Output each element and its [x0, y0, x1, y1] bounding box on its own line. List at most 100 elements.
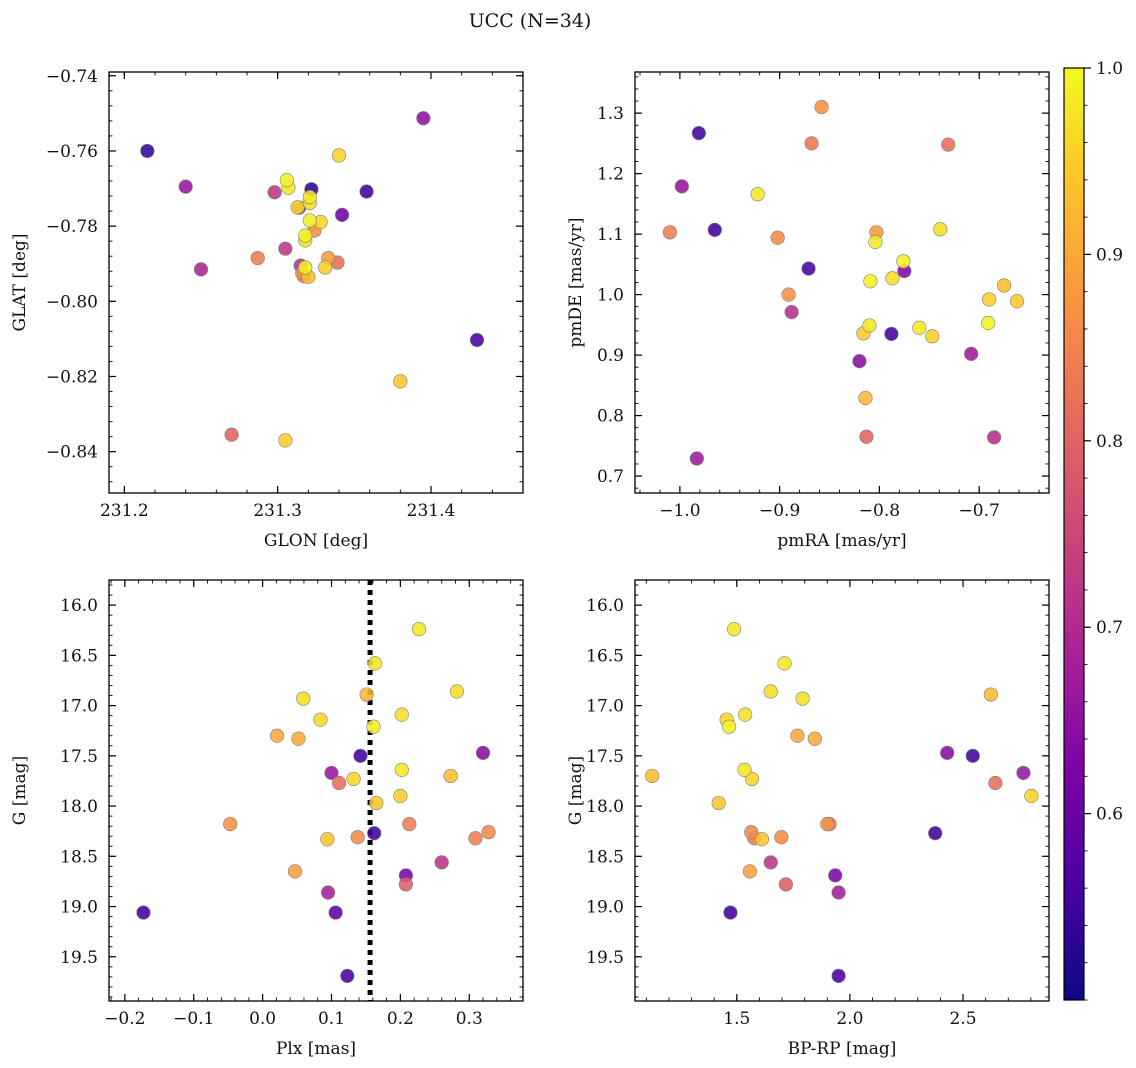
data-point: [778, 877, 793, 892]
data-point: [737, 762, 752, 778]
data-point: [885, 271, 900, 286]
data-point: [443, 768, 458, 784]
data-point: [770, 230, 785, 245]
data-point: [328, 905, 343, 920]
data-point: [469, 332, 485, 348]
data-point: [831, 885, 846, 900]
y-tick-label: 18.5: [60, 847, 98, 867]
x-tick-label: 2.0: [836, 1009, 863, 1029]
data-point: [393, 374, 408, 389]
data-point: [290, 200, 305, 215]
data-point: [744, 825, 759, 840]
y-tick-label: 1.0: [597, 286, 624, 306]
x-tick-label: 1.5: [723, 1009, 750, 1029]
colorbar: 0.6 0.7 0.8 0.9 1.0: [1063, 59, 1123, 1001]
y-tick-label: −0.78: [46, 217, 98, 237]
y-tick-label: 17.5: [586, 747, 624, 767]
x-axis-label: Plx [mas]: [276, 1039, 356, 1059]
data-point: [359, 184, 374, 199]
data-point: [331, 775, 347, 791]
y-tick-label: 17.0: [60, 697, 98, 717]
data-point: [320, 885, 336, 900]
y-axis-label: pmDE [mas/yr]: [566, 217, 586, 347]
y-tick-label: 18.0: [60, 797, 98, 817]
y-tick-label: 19.5: [586, 948, 624, 968]
data-point: [896, 254, 911, 269]
y-tick-label: −0.76: [46, 142, 98, 162]
data-point: [411, 622, 427, 637]
data-point: [801, 261, 816, 276]
data-point: [475, 745, 491, 760]
x-tick-label: −0.9: [759, 501, 800, 521]
plot-frame: [108, 71, 524, 494]
y-axis-label: G [mag]: [566, 756, 586, 825]
data-point: [784, 305, 799, 320]
data-point: [859, 429, 874, 444]
data-point: [278, 241, 293, 256]
data-point: [1016, 765, 1031, 781]
data-point: [269, 728, 285, 743]
data-point: [340, 968, 355, 983]
data-point: [777, 656, 792, 671]
data-point: [267, 185, 282, 200]
data-point: [925, 329, 940, 344]
data-point: [350, 830, 365, 845]
data-point: [318, 260, 333, 275]
data-point: [1009, 294, 1025, 309]
data-point: [982, 292, 997, 307]
data-point: [965, 748, 980, 763]
data-point: [366, 719, 381, 734]
data-point: [302, 213, 317, 228]
y-tick-label: −0.80: [46, 292, 98, 312]
x-axis-label: GLON [deg]: [264, 531, 368, 551]
data-point: [738, 707, 753, 722]
data-point: [722, 719, 737, 734]
y-tick-label: 19.5: [60, 948, 98, 968]
data-point: [983, 687, 998, 702]
data-point: [674, 179, 689, 194]
data-point: [691, 125, 706, 141]
data-point: [369, 795, 384, 811]
data-point: [178, 179, 193, 194]
data-point: [434, 855, 449, 870]
y-tick-label: 0.8: [597, 407, 624, 427]
x-tick-label: 0.1: [318, 1009, 345, 1029]
y-tick-label: −0.74: [46, 67, 98, 87]
data-point: [402, 817, 417, 832]
y-tick-label: 18.5: [586, 847, 624, 867]
panel-plx-g: −0.2 −0.1 0.0 0.1 0.2 0.3 16.0 16.5 17.0 17.5 18.0…: [10, 579, 524, 1059]
data-point: [662, 225, 678, 240]
data-point: [689, 451, 704, 466]
data-point: [940, 745, 955, 760]
data-point: [278, 433, 293, 448]
data-point: [868, 234, 883, 250]
figure-title: UCC (N=34): [469, 10, 592, 32]
data-point: [331, 148, 347, 163]
data-point: [795, 691, 810, 706]
data-point: [862, 318, 877, 333]
colorbar-tick-label: 0.8: [1096, 432, 1123, 452]
y-axis-label: GLAT [deg]: [10, 233, 30, 331]
data-point: [224, 427, 239, 442]
data-point: [981, 315, 996, 331]
data-point: [287, 864, 303, 879]
y-tick-label: 17.0: [586, 697, 624, 717]
y-tick-label: 0.7: [597, 467, 624, 487]
y-tick-label: 16.5: [586, 646, 624, 666]
data-point: [353, 748, 368, 763]
data-point: [223, 817, 238, 832]
data-point: [250, 250, 265, 266]
y-tick-label: 1.3: [597, 104, 624, 124]
data-point: [964, 346, 979, 361]
data-point: [140, 143, 155, 159]
data-point: [828, 868, 843, 883]
y-tick-label: 0.9: [597, 346, 624, 366]
colorbar-frame: [1063, 67, 1085, 1001]
data-point: [723, 905, 738, 920]
data-point: [807, 731, 822, 746]
x-tick-label: 0.3: [456, 1009, 483, 1029]
data-point: [987, 430, 1002, 445]
data-point: [279, 173, 294, 188]
data-point: [1024, 788, 1039, 804]
